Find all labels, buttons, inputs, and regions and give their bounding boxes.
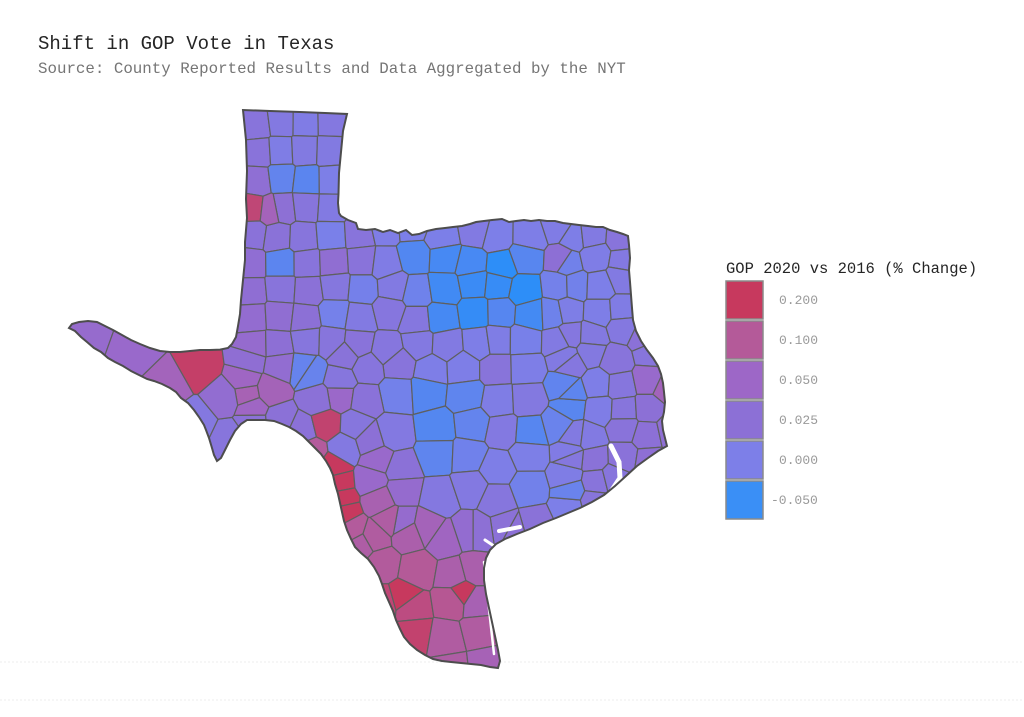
svg-text:0.100: 0.100 <box>779 333 818 348</box>
svg-text:0.050: 0.050 <box>779 373 818 388</box>
svg-text:0.000: 0.000 <box>779 453 818 468</box>
svg-text:-0.050: -0.050 <box>771 493 818 508</box>
svg-text:0.025: 0.025 <box>779 413 818 428</box>
svg-text:GOP 2020 vs 2016 (% Change): GOP 2020 vs 2016 (% Change) <box>726 260 977 278</box>
svg-text:0.200: 0.200 <box>779 293 818 308</box>
